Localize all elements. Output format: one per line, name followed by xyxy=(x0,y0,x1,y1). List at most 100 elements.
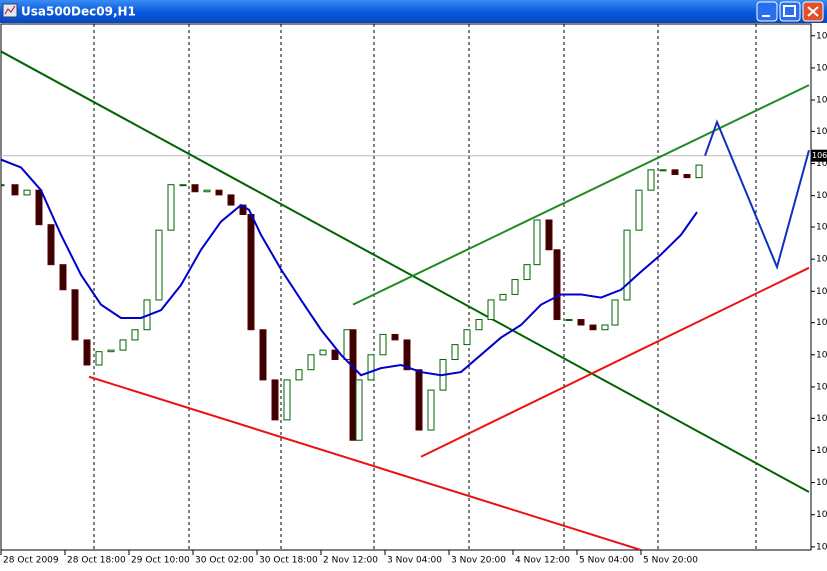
candle xyxy=(319,349,327,356)
moving-average xyxy=(1,158,698,377)
x-tick-label: 28 Oct 18:00 xyxy=(67,556,126,566)
candle xyxy=(415,369,423,431)
candle xyxy=(11,184,19,196)
candle xyxy=(475,319,483,331)
candle xyxy=(295,369,303,381)
candle xyxy=(683,174,691,179)
trend-line xyxy=(1,50,810,493)
window-title: Usa500Dec09,H1 xyxy=(21,5,136,19)
x-tick-label: 4 Nov 12:00 xyxy=(515,556,570,566)
x-tick-label: 3 Nov 20:00 xyxy=(451,556,506,566)
candle xyxy=(119,339,127,351)
candle xyxy=(463,329,471,346)
candle xyxy=(167,184,175,231)
candle xyxy=(349,329,357,441)
x-tick-label: 5 Nov 04:00 xyxy=(579,556,634,566)
candle xyxy=(107,349,115,353)
x-tick-label: 3 Nov 04:00 xyxy=(387,556,442,566)
candle xyxy=(331,349,339,361)
y-tick-label: 1047.20 xyxy=(816,287,827,297)
candle xyxy=(95,351,103,366)
candle xyxy=(131,329,139,341)
candle xyxy=(523,264,531,281)
candle xyxy=(635,189,643,231)
plot-content xyxy=(1,24,811,550)
candle xyxy=(23,189,31,196)
y-tick-label: 1067.60 xyxy=(816,127,827,137)
candle xyxy=(487,299,495,321)
candle xyxy=(623,229,631,301)
axes: 1079.80 1075.70 1071.60 1067.60 1063.50 1059.… xyxy=(0,31,827,566)
y-tick-label: 1039.10 xyxy=(816,350,827,360)
y-tick-label: 1035.00 xyxy=(816,382,827,392)
candle xyxy=(1,184,5,187)
candle xyxy=(307,354,315,371)
candle xyxy=(403,339,411,371)
y-tick-label: 1063.50 xyxy=(816,159,827,169)
candle xyxy=(601,324,609,331)
candle xyxy=(671,169,679,176)
y-tick-label: 1031.00 xyxy=(816,414,827,424)
y-tick-label: 1055.40 xyxy=(816,223,827,233)
x-tick-label: 5 Nov 20:00 xyxy=(643,556,698,566)
x-tick-label: 30 Oct 02:00 xyxy=(195,556,254,566)
title-bar xyxy=(0,0,827,23)
candle xyxy=(203,189,211,193)
candle xyxy=(695,164,703,179)
trend-line xyxy=(88,375,642,550)
x-tick-label: 30 Oct 18:00 xyxy=(259,556,318,566)
y-tick-label: 1071.60 xyxy=(816,96,827,106)
candle xyxy=(247,213,255,331)
candle xyxy=(215,189,223,196)
close-button[interactable] xyxy=(802,1,824,22)
candle xyxy=(283,379,291,421)
candle xyxy=(511,279,519,295)
candle xyxy=(259,329,267,381)
trend-line xyxy=(352,84,810,306)
candle xyxy=(647,169,655,191)
y-tick-label: 1059.40 xyxy=(816,191,827,201)
candle xyxy=(179,184,187,187)
candle xyxy=(499,293,507,301)
candle xyxy=(239,204,247,215)
y-tick-label: 1026.90 xyxy=(816,446,827,456)
minimize-button[interactable] xyxy=(756,1,778,22)
y-tick-label: 1022.80 xyxy=(816,478,827,488)
y-tick-label: 1018.70 xyxy=(816,510,827,520)
projection-line xyxy=(704,119,810,271)
trend-line xyxy=(420,266,810,458)
candle xyxy=(577,319,585,326)
candle xyxy=(367,354,375,381)
y-tick-label: 1014.60 xyxy=(816,542,827,552)
candle xyxy=(155,229,163,301)
candle xyxy=(379,333,387,356)
candle xyxy=(533,219,541,266)
last-price-label: 1064.50 xyxy=(812,151,827,160)
candle xyxy=(451,344,459,361)
candle xyxy=(355,379,363,441)
candle xyxy=(545,219,553,251)
candle xyxy=(47,224,55,266)
candle xyxy=(271,379,279,421)
maximize-button[interactable] xyxy=(779,1,801,22)
x-tick-label: 2 Nov 12:00 xyxy=(323,556,378,566)
y-tick-label: 1051.30 xyxy=(816,255,827,265)
y-tick-label: 1075.70 xyxy=(816,63,827,73)
candle xyxy=(83,339,91,366)
candle xyxy=(391,333,399,341)
last-price-box xyxy=(811,149,827,162)
y-tick-label: 1079.80 xyxy=(816,31,827,41)
x-tick-label: 29 Oct 10:00 xyxy=(131,556,190,566)
candle xyxy=(589,324,597,331)
candle xyxy=(227,194,235,206)
candle xyxy=(35,189,43,226)
candle xyxy=(427,389,435,431)
y-tick-label: 1043.20 xyxy=(816,318,827,328)
plot-area xyxy=(0,23,812,551)
candle xyxy=(191,184,199,193)
candle xyxy=(71,289,79,341)
candle xyxy=(659,169,667,172)
candle xyxy=(59,264,67,291)
